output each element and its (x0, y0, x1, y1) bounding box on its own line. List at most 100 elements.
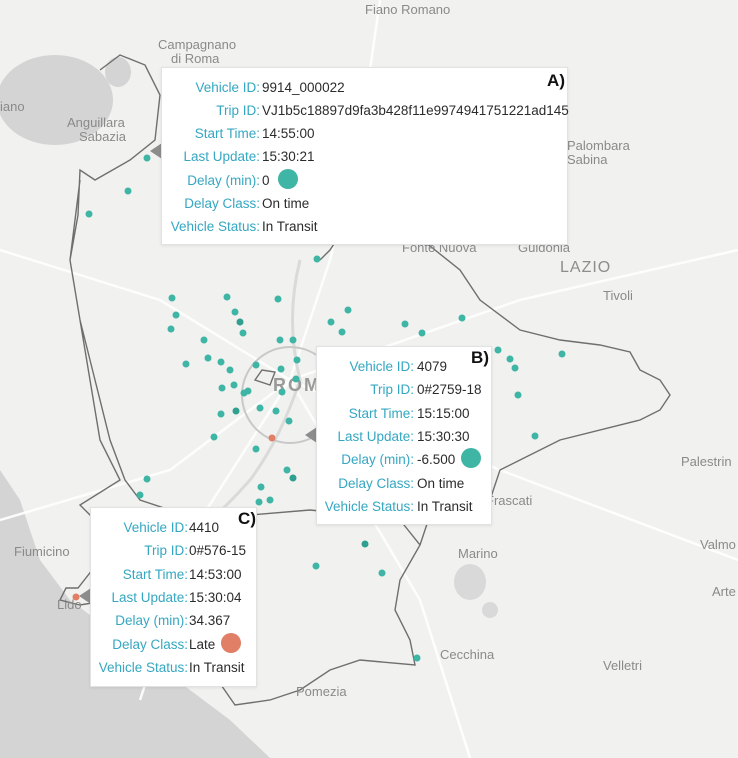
vehicle-marker[interactable] (256, 404, 264, 412)
vehicle-marker[interactable] (200, 336, 208, 344)
vehicle-marker[interactable] (401, 320, 409, 328)
vehicle-marker[interactable] (182, 360, 190, 368)
vehicle-marker[interactable] (223, 293, 231, 301)
field-value: 4079 (417, 359, 448, 374)
vehicle-marker[interactable] (277, 365, 285, 373)
vehicle-marker[interactable] (85, 210, 93, 218)
vehicle-marker[interactable] (292, 375, 300, 383)
field-label: Delay (min): (187, 173, 260, 188)
vehicle-marker[interactable] (257, 483, 265, 491)
popup-row-delay: Delay (min): 0 (162, 169, 567, 192)
vehicle-marker[interactable] (239, 329, 247, 337)
vehicle-marker[interactable] (531, 432, 539, 440)
vehicle-marker[interactable] (226, 366, 234, 374)
vehicle-marker[interactable] (418, 329, 426, 337)
vehicle-marker[interactable] (72, 593, 80, 601)
vehicle-marker[interactable] (312, 562, 320, 570)
popup-pointer (305, 427, 317, 443)
field-value: 15:15:00 (417, 406, 470, 421)
vehicle-marker[interactable] (511, 364, 519, 372)
vehicle-marker[interactable] (204, 354, 212, 362)
popup-row-delay-class: Delay Class: Late (91, 633, 256, 656)
vehicle-marker[interactable] (289, 336, 297, 344)
vehicle-marker[interactable] (278, 388, 286, 396)
vehicle-marker[interactable] (313, 255, 321, 263)
vehicle-marker[interactable] (458, 314, 466, 322)
vehicle-marker[interactable] (232, 407, 240, 415)
vehicle-marker[interactable] (252, 361, 260, 369)
vehicle-marker[interactable] (285, 417, 293, 425)
popup-row-delay: Delay (min): 34.367 (91, 609, 256, 632)
place-cecchina: Cecchina (440, 647, 495, 662)
vehicle-marker[interactable] (293, 356, 301, 364)
vehicle-marker[interactable] (143, 475, 151, 483)
vehicle-marker[interactable] (289, 474, 297, 482)
vehicle-marker[interactable] (244, 387, 252, 395)
place-marino: Marino (458, 546, 498, 561)
place-sabazia: Sabazia (79, 129, 126, 144)
vehicle-marker[interactable] (514, 391, 522, 399)
delay-indicator (461, 448, 482, 469)
popup-row-delay-class: Delay Class: On time (317, 472, 491, 495)
vehicle-marker[interactable] (231, 308, 239, 316)
vehicle-marker[interactable] (344, 306, 352, 314)
vehicle-marker[interactable] (327, 318, 335, 326)
place-artena: Arte (712, 584, 736, 599)
vehicle-marker[interactable] (274, 295, 282, 303)
vehicle-marker[interactable] (240, 389, 248, 397)
vehicle-marker[interactable] (255, 498, 263, 506)
vehicle-marker[interactable] (172, 311, 180, 319)
lake-albano (454, 564, 486, 600)
field-label: Delay (min): (341, 452, 414, 467)
vehicle-marker[interactable] (361, 540, 369, 548)
delay-indicator (221, 633, 242, 654)
place-iano: iano (0, 99, 25, 114)
vehicle-marker[interactable] (338, 328, 346, 336)
vehicle-marker[interactable] (217, 410, 225, 418)
vehicle-marker[interactable] (506, 355, 514, 363)
place-tivoli: Tivoli (603, 288, 633, 303)
place-di-roma: di Roma (171, 51, 220, 66)
popup-row-vehicle-id: Vehicle ID: 4079 (317, 355, 491, 378)
vehicle-marker[interactable] (283, 466, 291, 474)
delay-indicator (277, 169, 298, 190)
popup-row-vehicle-id: Vehicle ID: 9914_000022 (162, 76, 567, 99)
vehicle-marker[interactable] (218, 384, 226, 392)
popup-pointer (79, 588, 91, 604)
popup-row-delay-class: Delay Class: On time (162, 192, 567, 215)
vehicle-marker[interactable] (217, 358, 225, 366)
popup-row-vehicle-id: Vehicle ID: 4410 (91, 516, 256, 539)
vehicle-marker[interactable] (272, 407, 280, 415)
vehicle-marker[interactable] (266, 496, 274, 504)
vehicle-marker[interactable] (378, 569, 386, 577)
vehicle-marker[interactable] (210, 433, 218, 441)
field-label: Start Time: (122, 567, 188, 582)
vehicle-marker[interactable] (136, 491, 144, 499)
vehicle-marker[interactable] (168, 294, 176, 302)
vehicle-marker[interactable] (494, 346, 502, 354)
field-label: Delay Class: (112, 637, 188, 652)
place-valmontone: Valmo (700, 537, 736, 552)
vehicle-marker[interactable] (167, 325, 175, 333)
vehicle-marker[interactable] (413, 654, 421, 662)
popup-row-delay: Delay (min): -6.500 (317, 448, 491, 471)
vehicle-marker[interactable] (124, 187, 132, 195)
vehicle-marker[interactable] (252, 445, 260, 453)
popup-row-last-update: Last Update: 15:30:21 (162, 145, 567, 168)
field-value: 15:30:21 (262, 149, 315, 164)
sea (0, 470, 270, 758)
lake-bracciano (0, 55, 113, 145)
vehicle-marker[interactable] (558, 350, 566, 358)
field-value: On time (417, 476, 465, 491)
vehicle-marker[interactable] (236, 318, 244, 326)
popup-row-trip-id: Trip ID: VJ1b5c18897d9fa3b428f11e99749417… (162, 99, 569, 122)
field-value: VJ1b5c18897d9fa3b428f11e9974941751221ad1… (262, 103, 569, 118)
vehicle-marker[interactable] (268, 434, 276, 442)
place-lido: Lido (57, 597, 82, 612)
vehicle-marker[interactable] (276, 336, 284, 344)
vehicle-marker[interactable] (230, 381, 238, 389)
field-value: 15:30:30 (417, 429, 470, 444)
popup-row-vehicle-status: Vehicle Status: In Transit (317, 495, 491, 518)
popup-row-start-time: Start Time: 14:55:00 (162, 122, 567, 145)
vehicle-marker[interactable] (143, 154, 151, 162)
